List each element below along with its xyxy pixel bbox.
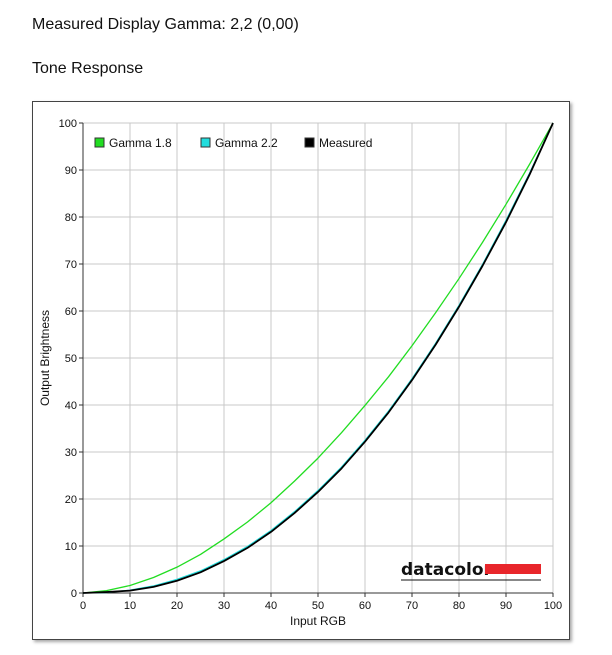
x-tick-label: 50: [312, 600, 324, 612]
y-tick-label: 0: [71, 588, 77, 600]
legend-label-1: Gamma 2.2: [215, 136, 278, 150]
y-tick-label: 90: [65, 165, 77, 177]
x-tick-label: 10: [124, 600, 136, 612]
x-tick-label: 60: [359, 600, 371, 612]
measured-gamma-heading: Measured Display Gamma: 2,2 (0,00): [32, 16, 299, 33]
tone-response-heading: Tone Response: [32, 60, 144, 77]
legend-label-2: Measured: [319, 136, 372, 150]
y-tick-label: 10: [65, 541, 77, 553]
x-tick-label: 0: [80, 600, 86, 612]
datacolor-logo-bar: [485, 564, 541, 574]
legend-swatch-1: [200, 137, 211, 148]
y-tick-label: 80: [65, 212, 77, 224]
y-tick-label: 100: [59, 118, 77, 130]
x-tick-label: 20: [171, 600, 183, 612]
y-tick-label: 30: [65, 447, 77, 459]
y-tick-label: 20: [65, 494, 77, 506]
series-line-0: [82, 122, 554, 594]
x-tick-label: 80: [453, 600, 465, 612]
x-tick-label: 40: [265, 600, 277, 612]
legend-swatch-0: [94, 137, 105, 148]
x-axis-label: Input RGB: [290, 614, 346, 628]
y-tick-label: 70: [65, 259, 77, 271]
datacolor-logo: datacolor: [401, 560, 493, 580]
y-tick-label: 60: [65, 306, 77, 318]
legend-label-0: Gamma 1.8: [109, 136, 172, 150]
chart-svg: 0 10 20 30 40 50 60 70 80 90 100 0 10 20 30 40 50 60 70 80 9…: [38, 118, 562, 628]
x-tick-label: 90: [500, 600, 512, 612]
x-tick-label: 70: [406, 600, 418, 612]
y-tick-label: 40: [65, 400, 77, 412]
series-line-2: [82, 122, 554, 594]
y-tick-label: 50: [65, 353, 77, 365]
y-axis-label: Output Brightness: [38, 310, 52, 406]
x-tick-label: 30: [218, 600, 230, 612]
x-tick-label: 100: [544, 600, 562, 612]
legend-swatch-2: [304, 137, 315, 148]
tone-response-chart: 0 10 20 30 40 50 60 70 80 90 100 0 10 20 30 40 50 60 70 80 9…: [32, 101, 570, 640]
